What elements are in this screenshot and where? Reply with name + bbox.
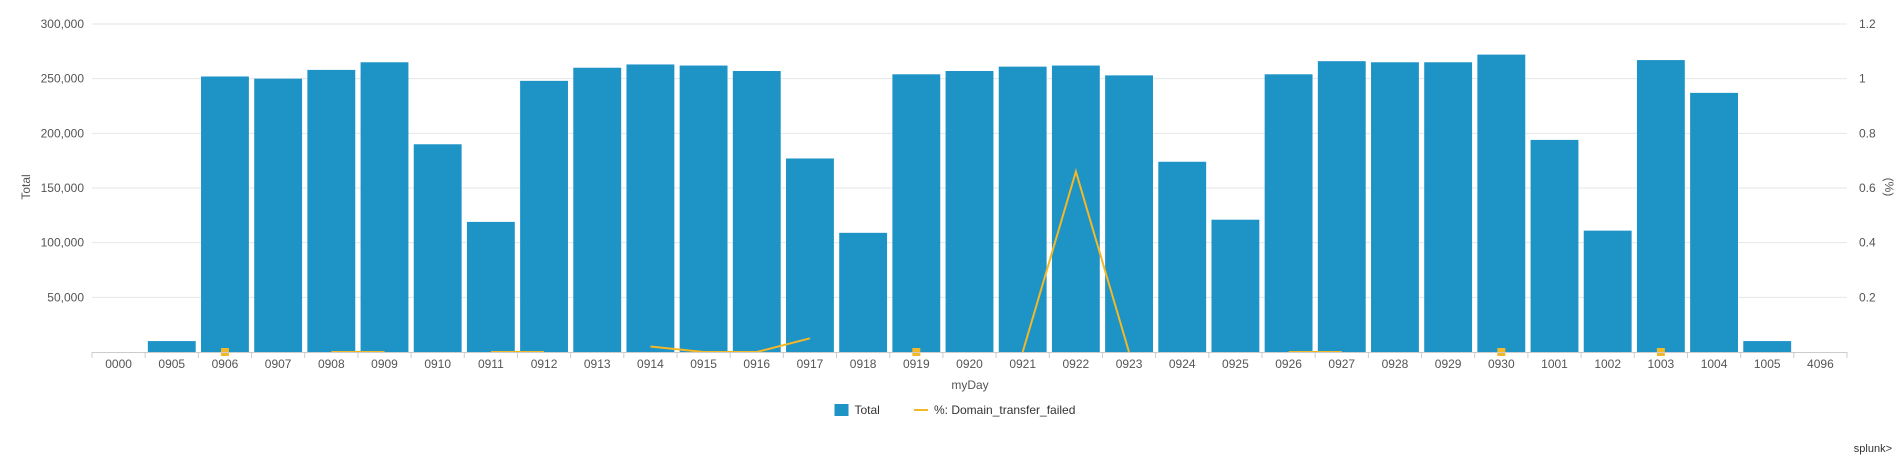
x-tick-label: 0905 [158,357,185,371]
x-tick-label: 0917 [797,357,824,371]
bar [307,69,356,353]
y-tick-label: 300,000 [41,17,85,31]
x-tick-label: 0000 [105,357,132,371]
y2-tick-label: 0.4 [1859,236,1876,250]
x-axis: 0000 0905 0906 0907 0908 0909 0910 0911 0912 0913… [91,352,1848,371]
x-tick-label: 1005 [1754,357,1781,371]
bar [520,80,568,352]
bar [839,232,888,352]
bar [1158,161,1207,352]
bar [1690,92,1738,352]
x-tick-label: 0906 [212,357,239,371]
y-tick-label: 100,000 [41,236,85,250]
y-axis-right: 0.2 0.4 0.6 0.8 1 1.2 [1859,17,1876,304]
x-tick-label: 0921 [1009,357,1036,371]
x-tick-label: 0912 [531,357,558,371]
bar [1371,62,1419,353]
x-tick-label: 0910 [424,357,451,371]
x-tick-label: 0913 [584,357,611,371]
x-tick-label: 0922 [1063,357,1090,371]
bar [1051,65,1100,353]
y2-tick-label: 0.2 [1859,290,1876,304]
x-tick-label: 0924 [1169,357,1196,371]
x-tick-label: 0930 [1488,357,1515,371]
x-axis-title: myDay [951,378,988,392]
bar [945,71,994,352]
bar [732,71,781,352]
bar [679,65,728,353]
bar [413,144,462,352]
bar [1424,62,1473,353]
x-tick-label: 0916 [743,357,770,371]
bar [1530,139,1579,352]
y-axis-left: 50,000 100,000 150,000 200,000 250,000 300,00… [41,17,85,304]
y2-tick-label: 0.6 [1859,181,1876,195]
series-line [1021,168,1130,353]
bar [1583,230,1632,352]
x-tick-label: 0919 [903,357,930,371]
x-tick-label: 0927 [1328,357,1355,371]
legend-label: Total [855,403,880,417]
bar [998,66,1047,352]
x-tick-label: 0914 [637,357,664,371]
bar-series [147,54,1792,353]
bar [1211,219,1260,352]
bar [1477,54,1526,352]
x-tick-label: 0925 [1222,357,1249,371]
x-tick-label: 0909 [371,357,398,371]
bar [147,341,196,352]
y-axis-title: Total [19,174,33,199]
y2-tick-label: 1 [1859,72,1866,86]
bar [1317,61,1366,352]
x-tick-label: 4096 [1807,357,1834,371]
bar [1105,75,1153,353]
x-tick-label: 0926 [1275,357,1302,371]
x-tick-label: 1002 [1594,357,1621,371]
x-tick-label: 1001 [1541,357,1568,371]
y2-axis-title: (%) [1882,178,1896,197]
bar [254,78,303,353]
bar [786,158,834,352]
x-tick-label: 1004 [1701,357,1728,371]
y2-tick-label: 0.8 [1859,126,1876,140]
x-tick-label: 0911 [478,357,504,371]
bar [1743,341,1792,352]
y-tick-label: 200,000 [41,126,85,140]
bar [573,67,622,352]
x-tick-label: 0918 [850,357,877,371]
bar [201,76,249,352]
x-tick-label: 0915 [690,357,717,371]
y-tick-label: 250,000 [41,72,85,86]
y-tick-label: 50,000 [47,290,84,304]
legend-swatch-bar [834,404,849,416]
bar [1636,60,1685,353]
x-tick-label: 0908 [318,357,345,371]
bar [360,62,409,353]
legend: Total %: Domain_transfer_failed [834,403,1075,417]
x-tick-label: 0928 [1382,357,1409,371]
x-tick-label: 1003 [1648,357,1675,371]
bar [1264,74,1313,352]
x-tick-label: 0920 [956,357,983,371]
bar [466,221,515,352]
y2-tick-label: 1.2 [1859,17,1876,31]
y-tick-label: 150,000 [41,181,85,195]
bar [892,74,941,352]
x-tick-label: 0929 [1435,357,1462,371]
x-tick-label: 0907 [265,357,292,371]
legend-label: %: Domain_transfer_failed [934,403,1075,417]
x-tick-label: 0923 [1116,357,1143,371]
splunk-logo: splunk> [1854,443,1892,455]
bar [626,64,675,352]
